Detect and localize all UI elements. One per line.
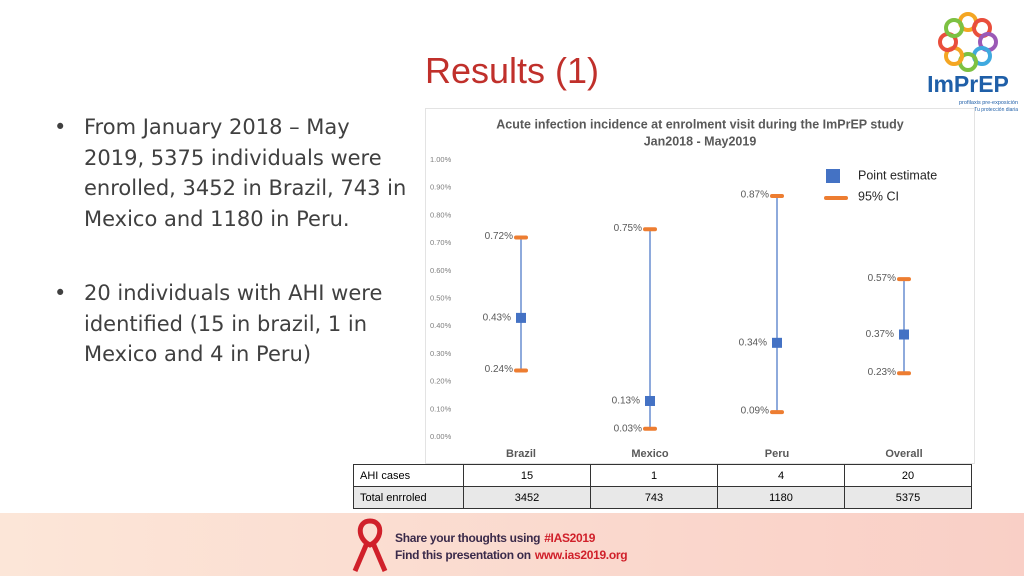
slide-title: Results (1) [424, 50, 600, 91]
y-tick-label: 0.40% [430, 321, 452, 330]
footer-link: www.ias2019.org [534, 548, 628, 562]
x-tick-label: Overall [885, 448, 922, 460]
chart: Acute infection incidence at enrolment v… [425, 108, 975, 464]
logo-tagline: profilaxis pre-exposición [959, 100, 1018, 106]
data-label: 0.72% [485, 231, 513, 242]
data-label: 0.43% [483, 313, 511, 324]
footer-line: Share your thoughts using #IAS2019 [395, 531, 595, 545]
table-cell: 20 [844, 464, 972, 487]
table-cell: AHI cases [353, 464, 464, 487]
data-label: 0.87% [741, 190, 769, 201]
table-cell: 3452 [463, 486, 591, 509]
table-cell: Total enrroled [353, 486, 464, 509]
data-label: 0.34% [739, 337, 767, 348]
data-table: AHI cases 15 1 4 20 Total enrroled 3452 743 1180… [353, 464, 972, 509]
y-tick-label: 0.90% [430, 183, 452, 192]
chart-title: Jan2018 - May2019 [644, 134, 757, 148]
legend-label: Point estimate [858, 168, 937, 182]
footer-hashtag: #IAS2019 [544, 531, 596, 545]
y-tick-label: 0.20% [430, 377, 452, 386]
table-cell: 5375 [844, 486, 972, 509]
y-tick-label: 0.50% [430, 293, 452, 302]
footer-ribbon [352, 518, 388, 572]
logo: ImPrEP profilaxis pre-exposición Tu prot… [927, 12, 1018, 113]
legend-marker [826, 169, 840, 183]
footer-text: Find this presentation on [395, 548, 531, 562]
y-tick-label: 0.70% [430, 238, 452, 247]
chart-frame [425, 108, 975, 464]
footer-line: Find this presentation on www.ias2019.org [395, 548, 628, 562]
legend-label: 95% CI [858, 189, 899, 203]
data-label: 0.13% [612, 396, 640, 407]
y-tick-label: 0.10% [430, 404, 452, 413]
y-tick-label: 0.30% [430, 349, 452, 358]
data-label: 0.37% [866, 329, 894, 340]
data-label: 0.23% [868, 367, 896, 378]
data-label: 0.09% [741, 406, 769, 417]
point-estimate [899, 329, 909, 340]
table-row: Total enrroled 3452 743 1180 5375 [353, 486, 972, 509]
logo-subtagline: Tu protección diaria [974, 107, 1018, 113]
y-tick-label: 0.60% [430, 266, 452, 275]
bullet-list: From January 2018 – May 2019, 5375 indiv… [52, 112, 407, 414]
data-label: 0.03% [614, 423, 642, 434]
x-tick-label: Brazil [506, 448, 536, 460]
y-tick-label: 1.00% [430, 155, 452, 164]
footer-text: Share your thoughts using [395, 531, 541, 545]
point-estimate [516, 312, 526, 323]
footer: Share your thoughts using #IAS2019 Find t… [0, 513, 1024, 576]
table-cell: 15 [463, 464, 591, 487]
x-tick-label: Peru [765, 448, 789, 460]
table-cell: 1180 [717, 486, 845, 509]
y-tick-label: 0.00% [430, 432, 452, 441]
logo-flower [938, 12, 998, 72]
bullet: From January 2018 – May 2019, 5375 indiv… [52, 112, 407, 234]
point-estimate [645, 395, 655, 406]
table-cell: 1 [590, 464, 718, 487]
x-tick-label: Mexico [631, 448, 669, 460]
chart-title: Acute infection incidence at enrolment v… [496, 117, 904, 131]
data-label: 0.75% [614, 223, 642, 234]
y-tick-label: 0.80% [430, 210, 452, 219]
bullet: 20 individuals with AHI were identified … [52, 278, 407, 370]
table-row: AHI cases 15 1 4 20 [353, 464, 972, 487]
data-label: 0.24% [485, 364, 513, 375]
table-cell: 4 [717, 464, 845, 487]
logo-name: ImPrEP [927, 71, 1009, 97]
data-label: 0.57% [868, 273, 896, 284]
table-cell: 743 [590, 486, 718, 509]
point-estimate [772, 337, 782, 348]
